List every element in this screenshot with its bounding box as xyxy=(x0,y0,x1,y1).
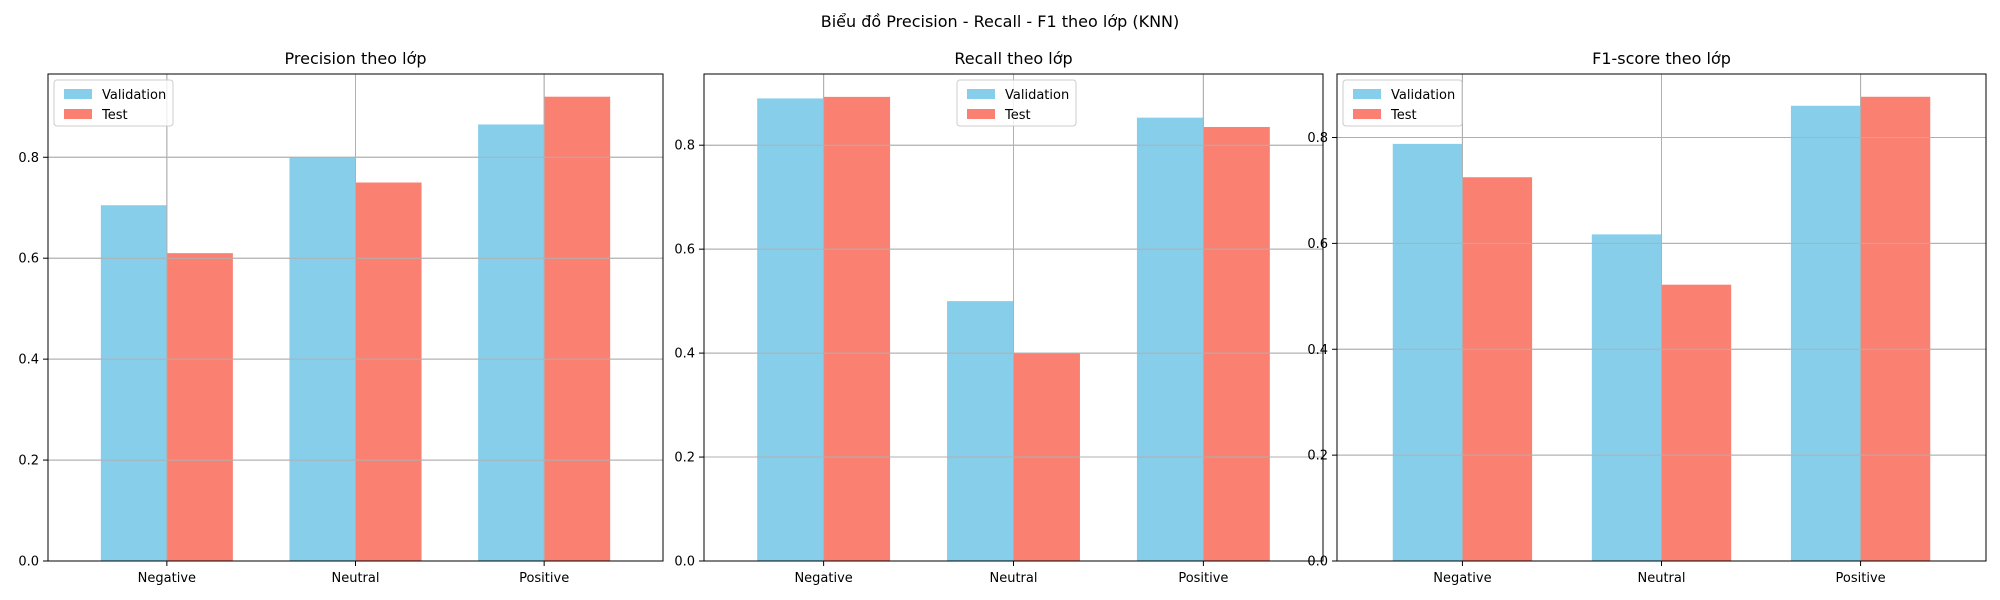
chart-title: Recall theo lớp xyxy=(954,49,1072,68)
legend: Validation Test xyxy=(53,79,174,127)
y-tick-label: 0.2 xyxy=(18,454,39,469)
y-tick-label: 0.0 xyxy=(18,555,39,570)
chart-panel-3: 0.0 0.2 0.4 0.6 0.8 Negative Neutral Positive F1… xyxy=(1307,49,1987,586)
x-tick-label: Neutral xyxy=(332,571,380,586)
x-tick-label: Positive xyxy=(1836,571,1886,586)
bar-validation-negative xyxy=(100,205,167,561)
legend-swatch-test xyxy=(64,109,92,119)
x-tick-label: Negative xyxy=(794,571,852,586)
legend-swatch-validation xyxy=(64,89,92,99)
legend-label-test: Test xyxy=(1390,108,1417,123)
legend-label-test: Test xyxy=(1004,108,1031,123)
bars xyxy=(1337,74,1986,562)
y-tick-label: 0.8 xyxy=(674,139,695,154)
bars xyxy=(48,74,663,562)
bars xyxy=(704,74,1323,562)
bar-validation-negative xyxy=(757,98,824,561)
bar-test-negative xyxy=(166,253,233,561)
figure-suptitle: Biểu đồ Precision - Recall - F1 theo lớp… xyxy=(821,12,1180,31)
legend-label-test: Test xyxy=(101,108,128,123)
x-tick-label: Positive xyxy=(519,571,569,586)
bar-validation-negative xyxy=(1392,143,1463,562)
bar-test-positive xyxy=(1860,96,1931,561)
bar-validation-neutral xyxy=(1591,234,1662,561)
x-tick-label: Neutral xyxy=(990,571,1038,586)
legend-swatch-test xyxy=(1353,109,1381,119)
bar-test-neutral xyxy=(1661,284,1732,561)
chart-panel-1: 0.0 0.2 0.4 0.6 0.8 Negative Neutral Positive Pr… xyxy=(18,49,664,586)
y-tick-label: 0.0 xyxy=(1307,555,1328,570)
y-tick-label: 0.2 xyxy=(1307,449,1328,464)
chart-title: Precision theo lớp xyxy=(285,49,427,68)
x-tick-label: Neutral xyxy=(1638,571,1686,586)
legend: Validation Test xyxy=(956,79,1077,127)
bar-validation-positive xyxy=(1136,117,1204,562)
legend-swatch-validation xyxy=(967,89,995,99)
bar-test-negative xyxy=(1462,177,1533,561)
y-tick-label: 0.4 xyxy=(1307,343,1328,358)
y-tick-label: 0.0 xyxy=(674,555,695,570)
x-tick-label: Negative xyxy=(1433,571,1491,586)
y-tick-label: 0.4 xyxy=(674,347,695,362)
legend-swatch-test xyxy=(967,109,995,119)
y-tick-label: 0.6 xyxy=(674,243,695,258)
bar-validation-positive xyxy=(478,124,545,562)
legend-label-validation: Validation xyxy=(102,88,166,103)
bar-test-positive xyxy=(1203,127,1270,562)
legend: Validation Test xyxy=(1342,79,1463,127)
bar-test-neutral xyxy=(355,182,422,561)
legend-label-validation: Validation xyxy=(1391,88,1455,103)
legend-swatch-validation xyxy=(1353,89,1381,99)
y-tick-label: 0.4 xyxy=(18,353,39,368)
legend-label-validation: Validation xyxy=(1005,88,1069,103)
bar-test-positive xyxy=(544,96,611,562)
y-tick-label: 0.8 xyxy=(18,151,39,166)
x-tick-label: Positive xyxy=(1178,571,1228,586)
chart-title: F1-score theo lớp xyxy=(1592,49,1731,68)
bar-test-negative xyxy=(823,96,891,562)
bar-validation-positive xyxy=(1790,105,1861,562)
chart-panel-2: 0.0 0.2 0.4 0.6 0.8 Negative Neutral Positive Re… xyxy=(674,49,1324,586)
y-tick-label: 0.8 xyxy=(1307,131,1328,146)
y-tick-label: 0.2 xyxy=(674,451,695,466)
bar-validation-neutral xyxy=(947,301,1014,561)
y-tick-label: 0.6 xyxy=(18,252,39,267)
charts-container: 0.0 0.2 0.4 0.6 0.8 Negative Neutral Positive Pr… xyxy=(18,49,1987,586)
y-tick-label: 0.6 xyxy=(1307,237,1328,252)
x-tick-label: Negative xyxy=(138,571,196,586)
